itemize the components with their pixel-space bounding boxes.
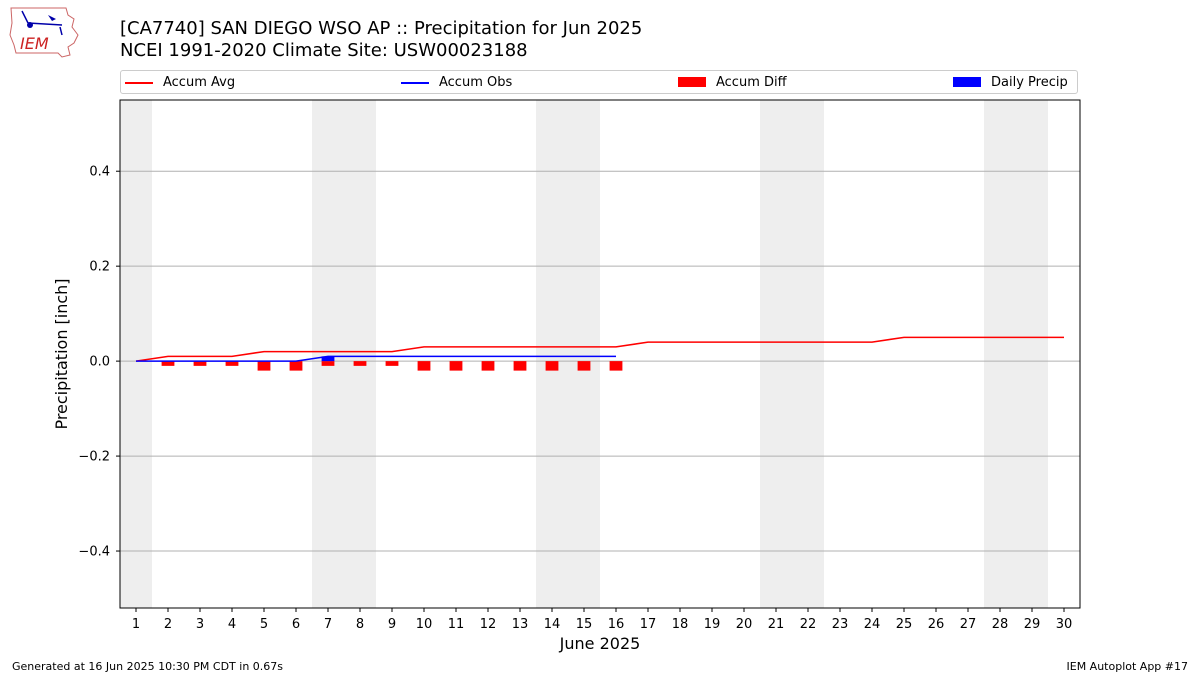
legend-swatch-accum-obs bbox=[401, 82, 429, 84]
bar-accum-diff bbox=[481, 361, 495, 371]
legend-swatch-accum-avg bbox=[125, 82, 153, 84]
x-tick-label: 3 bbox=[196, 617, 204, 632]
x-tick-label: 9 bbox=[388, 617, 396, 632]
bar-accum-diff bbox=[513, 361, 527, 371]
x-tick-label: 18 bbox=[672, 617, 689, 632]
x-tick-label: 5 bbox=[260, 617, 268, 632]
legend-label-accum-avg: Accum Avg bbox=[163, 75, 236, 90]
x-tick-label: 14 bbox=[544, 617, 561, 632]
x-tick-label: 10 bbox=[416, 617, 433, 632]
iem-logo: IEM bbox=[8, 5, 80, 59]
x-tick-label: 29 bbox=[1024, 617, 1041, 632]
chart-title: [CA7740] SAN DIEGO WSO AP :: Precipitati… bbox=[120, 18, 643, 39]
x-tick-label: 6 bbox=[292, 617, 300, 632]
bar-accum-diff bbox=[449, 361, 463, 371]
chart-subtitle: NCEI 1991-2020 Climate Site: USW00023188 bbox=[120, 40, 528, 61]
x-tick-label: 15 bbox=[576, 617, 593, 632]
legend-item-accum-obs: Accum Obs bbox=[401, 74, 601, 92]
bar-accum-diff bbox=[577, 361, 591, 371]
weekend-band-29 bbox=[1016, 100, 1048, 608]
weekend-band-22 bbox=[792, 100, 824, 608]
x-tick-label: 24 bbox=[864, 617, 881, 632]
logo-text: IEM bbox=[20, 34, 49, 53]
x-tick-label: 7 bbox=[324, 617, 332, 632]
footer-app-label: IEM Autoplot App #17 bbox=[1066, 660, 1189, 673]
bar-daily-precip bbox=[321, 356, 335, 362]
y-tick-label: 0.4 bbox=[89, 165, 110, 180]
x-tick-label: 16 bbox=[608, 617, 625, 632]
legend-swatch-accum-diff bbox=[678, 77, 706, 87]
x-tick-label: 28 bbox=[992, 617, 1009, 632]
bar-accum-diff bbox=[225, 361, 239, 366]
legend-label-daily-precip: Daily Precip bbox=[991, 75, 1068, 90]
x-tick-label: 30 bbox=[1056, 617, 1073, 632]
x-tick-label: 17 bbox=[640, 617, 657, 632]
bar-accum-diff bbox=[417, 361, 431, 371]
bar-accum-diff bbox=[193, 361, 207, 366]
line-accum-obs bbox=[136, 355, 616, 362]
weekend-band-8 bbox=[344, 100, 376, 608]
grid-layer bbox=[120, 170, 1080, 552]
x-tick-label: 1 bbox=[132, 617, 140, 632]
weekend-band-14 bbox=[536, 100, 568, 608]
bar-accum-diff bbox=[321, 361, 335, 366]
legend-label-accum-diff: Accum Diff bbox=[716, 75, 787, 90]
legend-label-accum-obs: Accum Obs bbox=[439, 75, 513, 90]
bar-accum-diff bbox=[385, 361, 399, 366]
footer-generated-text: Generated at 16 Jun 2025 10:30 PM CDT in… bbox=[12, 660, 284, 673]
x-tick-label: 20 bbox=[736, 617, 753, 632]
bar-accum-diff bbox=[545, 361, 559, 371]
x-tick-label: 21 bbox=[768, 617, 785, 632]
bar-accum-diff bbox=[289, 361, 303, 371]
y-tick-label: 0.0 bbox=[89, 355, 110, 370]
x-tick-label: 13 bbox=[512, 617, 529, 632]
legend-item-daily-precip: Daily Precip bbox=[953, 74, 1077, 92]
weekend-band-7 bbox=[312, 100, 344, 608]
x-tick-label: 23 bbox=[832, 617, 849, 632]
y-tick-label: −0.2 bbox=[78, 450, 110, 465]
weekend-band-21 bbox=[760, 100, 792, 608]
x-tick-label: 4 bbox=[228, 617, 236, 632]
x-tick-label: 2 bbox=[164, 617, 172, 632]
tick-layer: 1 2 3 4 5 6 7 8 9 10 11 12 13 14 15 16 17 18 19 20 21 22 23 24 2… bbox=[78, 165, 1072, 632]
x-tick-label: 27 bbox=[960, 617, 977, 632]
bar-accum-diff bbox=[161, 361, 175, 366]
y-tick-label: 0.2 bbox=[89, 260, 110, 275]
bar-accum-diff bbox=[257, 361, 271, 371]
x-tick-label: 11 bbox=[448, 617, 465, 632]
x-tick-label: 25 bbox=[896, 617, 913, 632]
weekend-band-15 bbox=[568, 100, 600, 608]
legend-item-accum-avg: Accum Avg bbox=[125, 74, 325, 92]
plot-frame bbox=[119, 99, 1081, 609]
x-tick-label: 19 bbox=[704, 617, 721, 632]
x-axis-label: June 2025 bbox=[559, 634, 641, 653]
legend-item-accum-diff: Accum Diff bbox=[678, 74, 878, 92]
chart-legend: Accum Avg Accum Obs Accum Diff Daily Pre… bbox=[120, 70, 1078, 94]
x-tick-label: 22 bbox=[800, 617, 817, 632]
x-tick-label: 12 bbox=[480, 617, 497, 632]
y-tick-label: −0.4 bbox=[78, 545, 110, 560]
bar-accum-diff bbox=[353, 361, 367, 366]
weekend-band-1 bbox=[120, 100, 152, 608]
y-axis-label: Precipitation [inch] bbox=[52, 278, 71, 429]
line-layer bbox=[135, 336, 1064, 362]
x-tick-label: 26 bbox=[928, 617, 945, 632]
x-tick-label: 8 bbox=[356, 617, 364, 632]
weekend-band-28 bbox=[984, 100, 1016, 608]
line-accum-avg bbox=[135, 336, 1064, 362]
weekend-shading-layer bbox=[120, 100, 1048, 608]
bar-layer bbox=[161, 356, 623, 371]
legend-swatch-daily-precip bbox=[953, 77, 981, 87]
bar-accum-diff bbox=[609, 361, 623, 371]
